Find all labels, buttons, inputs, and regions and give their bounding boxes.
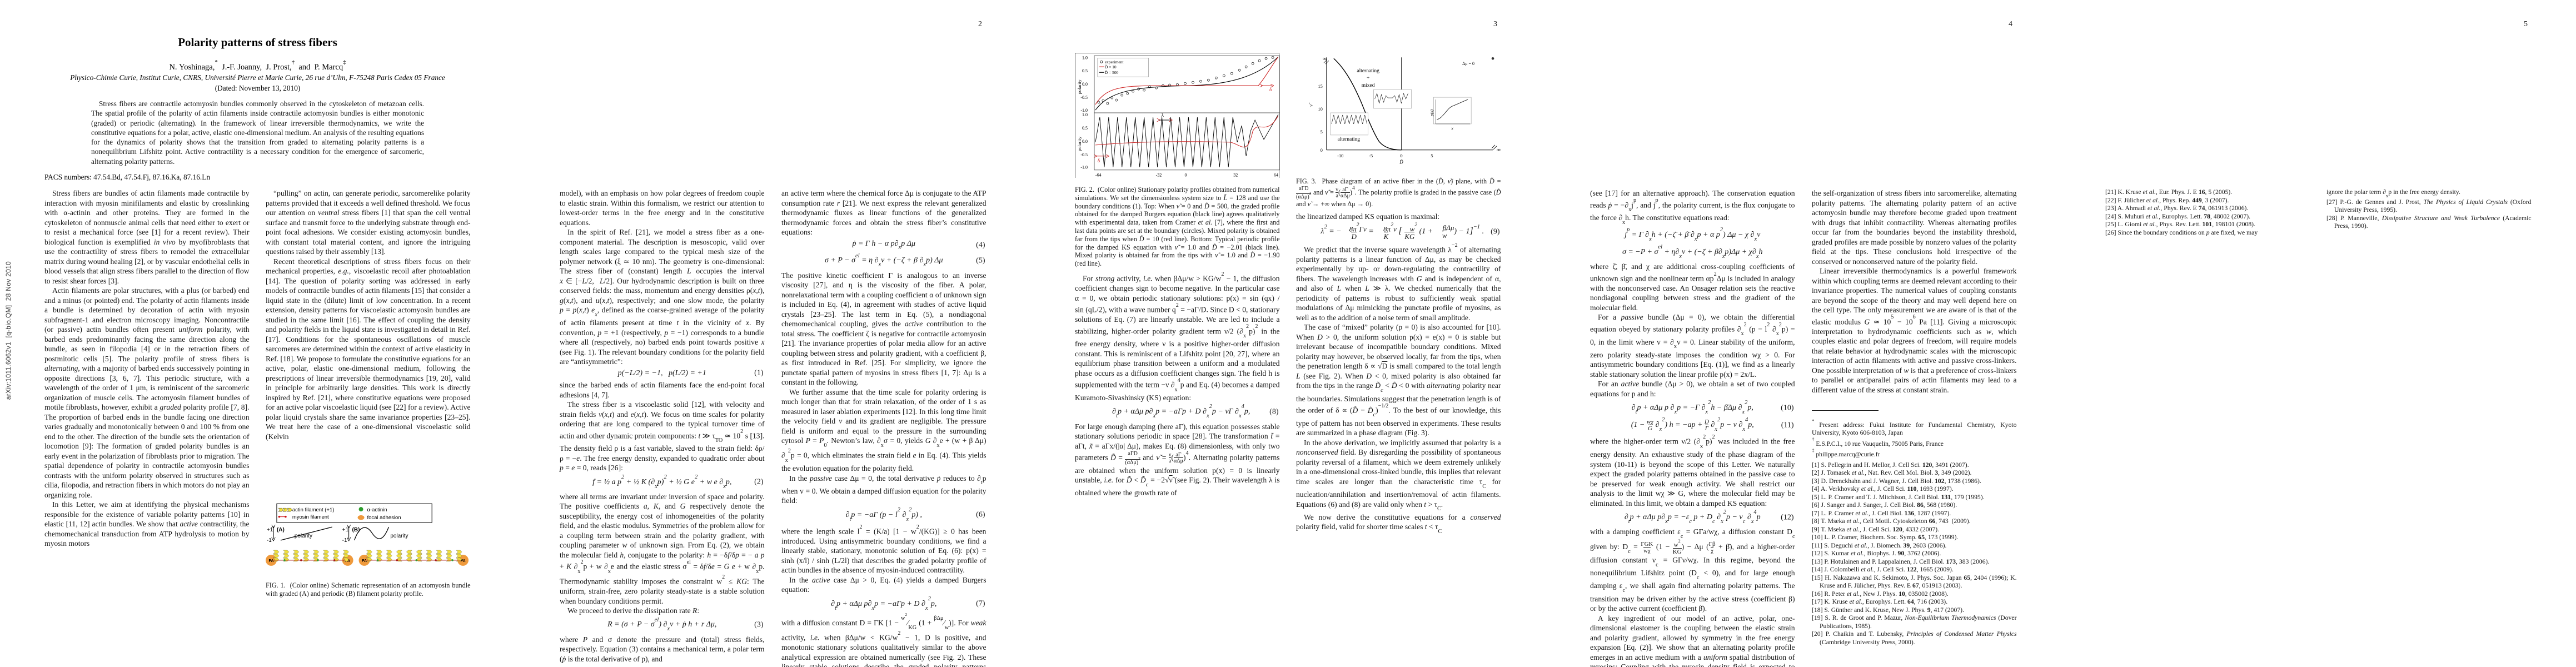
svg-text:D̃ = 10: D̃ = 10	[1105, 64, 1117, 69]
svg-text:polarity: polarity	[295, 533, 312, 539]
svg-text:0: 0	[1321, 147, 1323, 153]
svg-text:5: 5	[1321, 129, 1323, 135]
svg-text:-10: -10	[1337, 153, 1343, 158]
svg-text:0.5: 0.5	[1082, 68, 1088, 73]
svg-text:0: 0	[1184, 173, 1187, 178]
svg-text:D̃: D̃	[1399, 160, 1403, 165]
svg-text:α-actinin: α-actinin	[367, 507, 387, 513]
svg-text:polarity: polarity	[1077, 136, 1082, 151]
svg-text:1.0: 1.0	[1082, 55, 1088, 60]
svg-text:polarity: polarity	[1077, 79, 1082, 94]
svg-text:0.0: 0.0	[1082, 139, 1088, 144]
svg-text:0: 0	[1400, 153, 1402, 158]
svg-text:5: 5	[1431, 153, 1433, 158]
svg-text:δ: δ	[1098, 158, 1100, 163]
svg-text:δ: δ	[1269, 87, 1272, 92]
svg-text:D̃ = 500: D̃ = 500	[1105, 70, 1119, 75]
svg-text:-0.5: -0.5	[1080, 95, 1088, 100]
svg-text:FA: FA	[269, 559, 274, 563]
svg-text:experiment: experiment	[1105, 59, 1124, 64]
svg-text:-5: -5	[1369, 153, 1373, 158]
svg-text:p(x): p(x)	[1429, 109, 1434, 117]
svg-text:ν̃: ν̃	[1308, 102, 1314, 107]
svg-text:64: 64	[1274, 173, 1278, 178]
svg-text:mixed: mixed	[1362, 83, 1375, 88]
svg-text:15: 15	[1318, 83, 1322, 89]
svg-text:polarity: polarity	[390, 533, 408, 539]
svg-text:-64: -64	[1095, 173, 1102, 178]
svg-text:∞: ∞	[1497, 147, 1501, 153]
svg-text:∞: ∞	[1323, 56, 1327, 62]
svg-text:(B): (B)	[352, 527, 360, 533]
svg-text:32: 32	[1233, 173, 1238, 178]
svg-text:myosin filament: myosin filament	[292, 514, 329, 520]
svg-text:Δμ = 0: Δμ = 0	[1462, 61, 1474, 66]
svg-text:-1: -1	[267, 537, 272, 544]
svg-text:alternating: alternating	[1337, 137, 1360, 142]
svg-text:+: +	[1367, 76, 1369, 81]
svg-text:1.0: 1.0	[1082, 112, 1088, 117]
svg-text:+1: +1	[267, 527, 273, 533]
svg-text:(A): (A)	[277, 527, 285, 533]
svg-text:10: 10	[1318, 106, 1322, 112]
svg-text:-32: -32	[1156, 173, 1162, 178]
svg-text:x: x	[1451, 126, 1454, 131]
svg-text:λ: λ	[1162, 112, 1164, 118]
svg-text:alternating: alternating	[1357, 68, 1379, 74]
svg-text:0.5: 0.5	[1082, 126, 1088, 131]
svg-text:-1.0: -1.0	[1080, 165, 1088, 170]
svg-text:0.0: 0.0	[1082, 82, 1088, 87]
svg-text:-1: -1	[342, 537, 347, 544]
svg-text:+1: +1	[342, 527, 349, 533]
svg-text:focal adhesion: focal adhesion	[367, 515, 401, 521]
svg-text:actin filament (+1): actin filament (+1)	[292, 507, 335, 513]
svg-text:-0.5: -0.5	[1080, 152, 1088, 157]
svg-text:FA: FA	[362, 559, 367, 563]
